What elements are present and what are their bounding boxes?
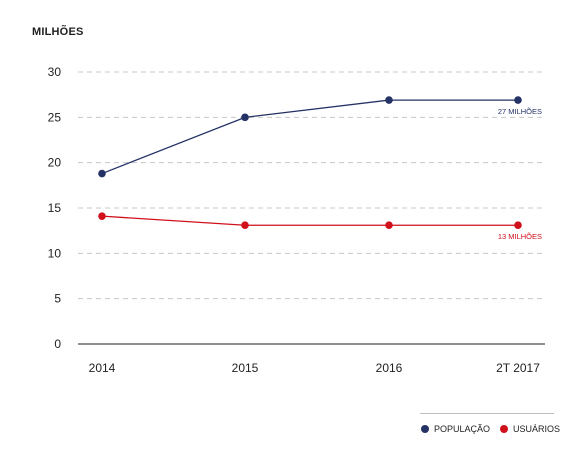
legend-item-usuarios: USUÁRIOS — [500, 424, 560, 434]
data-point-populacao-0 — [98, 169, 106, 178]
data-point-populacao-2 — [385, 96, 393, 104]
series-line-usuarios — [101, 215, 518, 226]
legend-item-populacao: POPULAÇÃO — [421, 424, 490, 434]
legend-marker-usuarios — [500, 425, 509, 433]
x-tick-label-2: 2016 — [376, 361, 403, 375]
legend-marker-populacao — [421, 425, 429, 433]
data-point-usuarios-0 — [98, 212, 106, 220]
y-tick-label-10: 10 — [48, 246, 62, 260]
y-tick-label-30: 30 — [48, 65, 62, 79]
data-point-usuarios-1 — [241, 221, 249, 230]
end-label-usuarios: 13 MILHÕES — [498, 232, 542, 241]
series-line-populacao — [101, 99, 518, 175]
x-tick-label-0: 2014 — [89, 361, 116, 375]
y-tick-label-5: 5 — [54, 292, 61, 306]
legend-divider — [420, 413, 554, 414]
data-point-populacao-3 — [514, 96, 522, 104]
y-tick-label-15: 15 — [48, 201, 62, 215]
legend-label-usuarios: USUÁRIOS — [513, 424, 561, 434]
legend-label-populacao: POPULAÇÃO — [434, 424, 491, 434]
data-point-usuarios-3 — [514, 221, 522, 230]
y-tick-label-20: 20 — [48, 156, 62, 170]
legend: POPULAÇÃO USUÁRIOS — [421, 424, 570, 434]
x-tick-label-1: 2015 — [232, 361, 259, 375]
y-tick-label-0: 0 — [54, 337, 61, 351]
y-axis-unit-label: MILHÕES — [32, 26, 84, 38]
y-tick-label-25: 25 — [48, 110, 62, 124]
end-label-populacao: 27 MILHÕES — [498, 107, 542, 116]
x-tick-label-3: 2T 2017 — [496, 361, 540, 375]
data-point-populacao-1 — [241, 113, 249, 122]
data-point-usuarios-2 — [385, 221, 393, 230]
